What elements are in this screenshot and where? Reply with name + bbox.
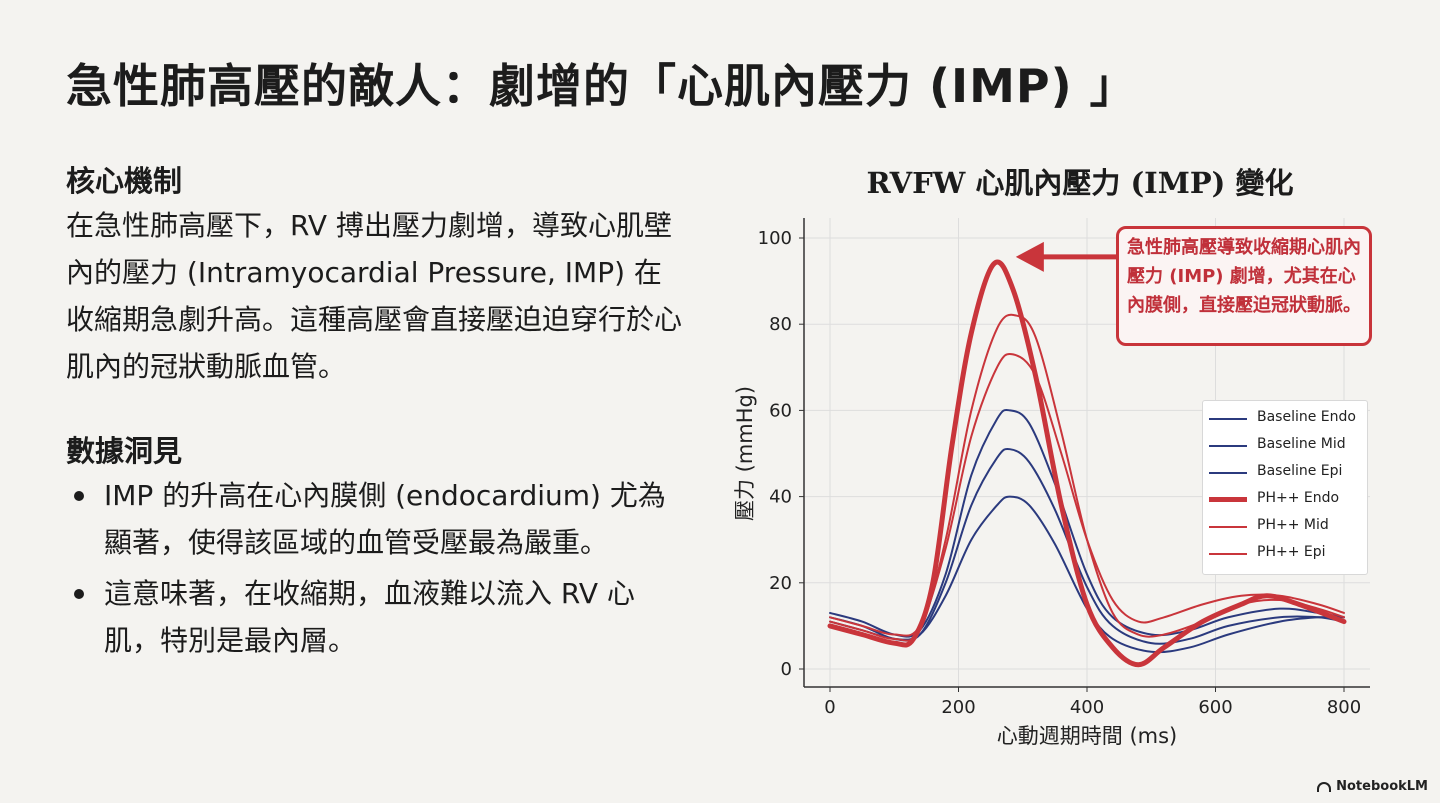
legend-swatch [1209, 497, 1247, 502]
x-tick-label: 400 [1070, 697, 1104, 718]
series-line-baseline-epi [829, 495, 1345, 654]
insights-list: IMP 的升高在心內膜側 (endocardium) 尤為顯著，使得該區域的血管… [66, 472, 686, 664]
y-axis-label: 壓力 (mmHg) [733, 386, 757, 521]
annotation-arrow-head [1015, 241, 1044, 272]
section-heading-mechanism: 核心機制 [66, 164, 183, 198]
y-tick-label: 0 [781, 659, 792, 680]
y-tick-label: 20 [769, 573, 792, 594]
page-title: 急性肺高壓的敵人：劇增的「心肌內壓力 (IMP) 」 [66, 59, 1137, 113]
notebooklm-logo-icon [1317, 781, 1332, 792]
legend-label: Baseline Mid [1257, 436, 1346, 452]
insights-section: 數據洞見 IMP 的升高在心內膜側 (endocardium) 尤為顯著，使得該… [66, 430, 686, 664]
legend-swatch [1209, 445, 1247, 447]
imp-line-chart: 0 200 400 600 800 0 20 40 60 80 100 心動週期時間 (ms) 壓力 (… [733, 218, 1370, 748]
section-heading-insights: 數據洞見 [66, 434, 183, 468]
x-tick-label: 0 [824, 697, 835, 718]
badge-text: NotebookLM [1336, 779, 1428, 794]
y-tick-label: 40 [769, 487, 792, 508]
bullet-text: IMP 的升高在心內膜側 (endocardium) 尤為顯著，使得該區域的血管… [104, 479, 666, 559]
notebooklm-badge: NotebookLM [1317, 779, 1428, 794]
left-text-panel: 核心機制 在急性肺高壓下，RV 搏出壓力劇增，導致心肌壁內的壓力 (Intram… [66, 160, 686, 668]
mechanism-paragraph: 在急性肺高壓下，RV 搏出壓力劇增，導致心肌壁內的壓力 (Intramyocar… [66, 209, 683, 383]
chart-title: RVFW 心肌內壓力 (IMP) 變化 [866, 166, 1294, 200]
legend-item: PH++ Endo [1203, 486, 1367, 513]
legend-label: PH++ Endo [1257, 490, 1340, 506]
legend-swatch [1209, 553, 1247, 555]
chart-legend: Baseline Endo Baseline Mid Baseline Epi PH+… [1202, 400, 1368, 575]
x-tick-label: 200 [941, 697, 975, 718]
y-tick-label: 80 [769, 314, 792, 335]
x-tick-label: 600 [1198, 697, 1232, 718]
legend-label: Baseline Epi [1257, 463, 1343, 479]
legend-label: PH++ Mid [1257, 517, 1329, 533]
legend-label: Baseline Endo [1257, 409, 1356, 425]
list-item: 這意味著，在收縮期，血液難以流入 RV 心肌，特別是最內層。 [66, 570, 686, 664]
bullet-text: 這意味著，在收縮期，血液難以流入 RV 心肌，特別是最內層。 [104, 577, 635, 657]
series-line-ph-endo [827, 259, 1347, 668]
annotation-box: 急性肺高壓導致收縮期心肌內壓力 (IMP) 劇增，尤其在心內膜側，直接壓迫冠狀動… [1116, 226, 1372, 346]
legend-label: PH++ Epi [1257, 544, 1326, 560]
legend-item: Baseline Mid [1203, 432, 1367, 459]
y-tick-label: 100 [758, 228, 792, 249]
legend-item: Baseline Epi [1203, 459, 1367, 486]
legend-item: Baseline Endo [1203, 405, 1367, 432]
y-tick-label: 60 [769, 400, 792, 421]
x-tick-label: 800 [1327, 697, 1361, 718]
x-axis-label: 心動週期時間 (ms) [997, 724, 1177, 748]
list-item: IMP 的升高在心內膜側 (endocardium) 尤為顯著，使得該區域的血管… [66, 472, 686, 566]
legend-item: PH++ Epi [1203, 540, 1367, 567]
legend-swatch [1209, 418, 1247, 420]
bullet-dot [74, 589, 84, 599]
legend-swatch [1209, 526, 1247, 528]
legend-item: PH++ Mid [1203, 513, 1367, 540]
bullet-dot [74, 491, 84, 501]
legend-swatch [1209, 472, 1247, 474]
